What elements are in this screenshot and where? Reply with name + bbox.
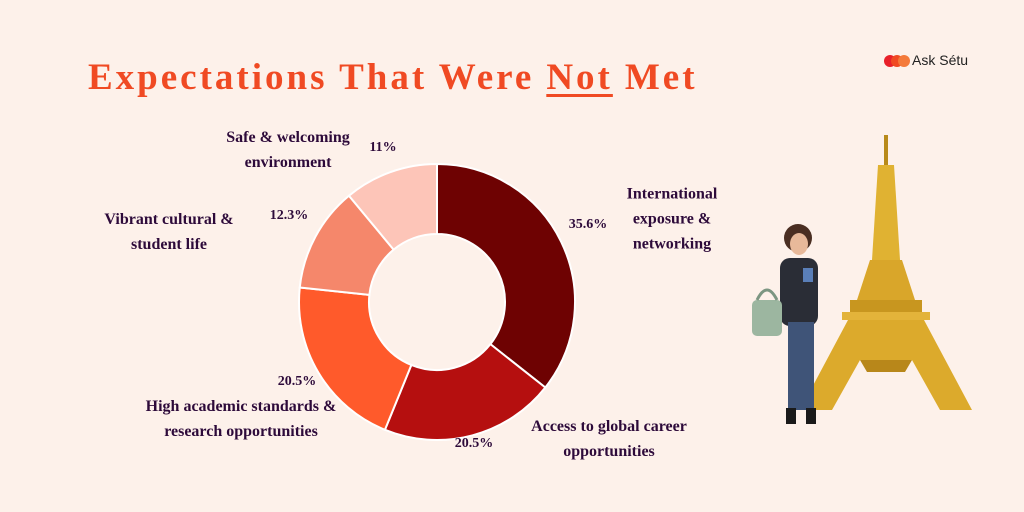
title-emphasis: Not — [546, 57, 613, 98]
category-label: Safe & welcoming environment — [226, 129, 350, 171]
category-label: Access to global career opportunities — [531, 418, 687, 460]
brand: Ask Sétu — [912, 52, 969, 68]
title-part: Expectations That Were — [88, 57, 535, 98]
value-label: 11% — [369, 140, 397, 155]
woman-illustration — [752, 224, 818, 424]
eiffel-tower-illustration — [800, 135, 972, 410]
donut-slice — [298, 286, 413, 432]
brand-logo — [884, 55, 910, 67]
category-label: Vibrant cultural & student life — [104, 211, 234, 253]
value-label: 20.5% — [454, 436, 494, 451]
category-label: High academic standards & research oppor… — [145, 398, 337, 440]
value-label: 12.3% — [269, 208, 309, 223]
donut-slice — [347, 162, 438, 252]
donut-slice — [383, 342, 547, 441]
donut-slice — [436, 162, 576, 389]
title-part: Met — [624, 57, 698, 98]
chart-title: Expectations That Were Not Met — [88, 56, 710, 99]
category-label: International exposure & networking — [626, 185, 718, 253]
value-label: 35.6% — [568, 217, 608, 232]
value-label: 20.5% — [277, 374, 317, 389]
